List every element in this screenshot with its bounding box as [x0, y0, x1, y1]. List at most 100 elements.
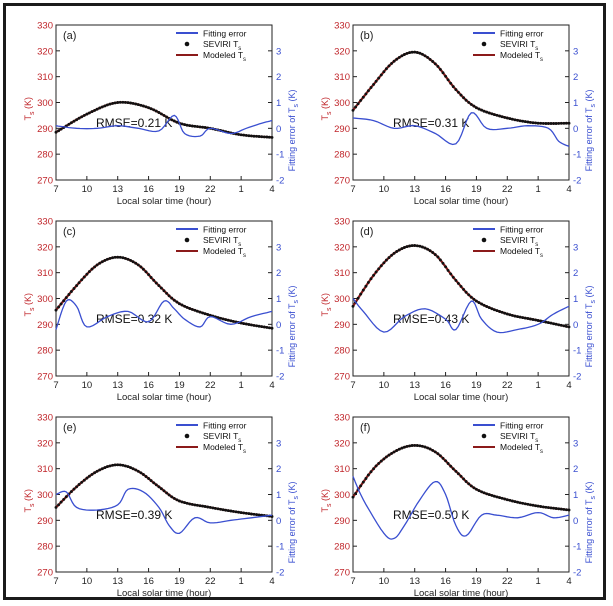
- seviri-ts-point: [539, 319, 543, 323]
- seviri-ts-point: [384, 258, 388, 262]
- y-right-tick-label: 2: [573, 72, 578, 83]
- seviri-ts-point: [62, 497, 66, 501]
- seviri-ts-point: [428, 249, 432, 253]
- seviri-ts-point: [111, 256, 115, 260]
- fitting-error-line: [352, 112, 570, 147]
- seviri-ts-point: [467, 482, 471, 486]
- seviri-ts-point: [105, 257, 109, 261]
- y-right-tick-label: 0: [276, 516, 281, 527]
- seviri-ts-point: [451, 275, 455, 279]
- seviri-ts-point: [95, 107, 99, 111]
- x-tick-label: 13: [112, 380, 123, 391]
- x-tick-label: 1: [238, 184, 243, 195]
- x-tick-label: 22: [502, 184, 513, 195]
- seviri-ts-point: [262, 135, 266, 139]
- seviri-ts-point: [123, 256, 127, 260]
- seviri-ts-point: [505, 498, 509, 502]
- seviri-ts-point: [510, 313, 514, 317]
- seviri-ts-point: [546, 321, 550, 325]
- x-axis-label: Local solar time (hour): [414, 392, 509, 403]
- seviri-ts-point: [226, 318, 230, 322]
- seviri-ts-point: [129, 101, 133, 105]
- seviri-ts-point: [188, 124, 192, 128]
- seviri-ts-point: [252, 134, 256, 138]
- x-tick-label: 16: [440, 380, 451, 391]
- seviri-ts-point: [490, 112, 494, 116]
- x-axis-label: Local solar time (hour): [117, 392, 212, 403]
- seviri-ts-point: [359, 98, 363, 102]
- y-left-tick-label: 280: [334, 542, 350, 553]
- y-right-tick-label: 0: [276, 320, 281, 331]
- legend-fitting-error-label: Fitting error: [500, 421, 544, 431]
- seviri-ts-point: [523, 316, 527, 320]
- y-left-tick-label: 280: [37, 150, 53, 161]
- seviri-ts-point: [234, 510, 238, 514]
- seviri-ts-point: [359, 484, 363, 488]
- x-tick-label: 1: [535, 380, 540, 391]
- seviri-ts-point: [552, 122, 556, 125]
- y-right-tick-label: 3: [276, 46, 281, 57]
- legend-seviri-swatch: [184, 237, 190, 243]
- seviri-ts-point: [456, 472, 460, 476]
- seviri-ts-point: [521, 119, 525, 123]
- seviri-ts-point: [136, 103, 140, 107]
- y-right-tick-label: 1: [276, 98, 281, 109]
- seviri-ts-point: [554, 322, 558, 326]
- seviri-ts-point: [549, 122, 553, 125]
- seviri-ts-point: [98, 468, 102, 472]
- y-right-tick-label: 3: [573, 242, 578, 253]
- seviri-ts-point: [356, 102, 360, 106]
- seviri-ts-point: [170, 118, 174, 122]
- seviri-ts-point: [441, 71, 445, 75]
- seviri-ts-point: [464, 290, 468, 294]
- seviri-ts-point: [390, 451, 394, 455]
- legend-seviri-label: SEVIRI Ts: [500, 431, 538, 444]
- seviri-ts-point: [395, 449, 399, 452]
- seviri-ts-point: [265, 325, 269, 329]
- seviri-ts-point: [420, 444, 424, 448]
- x-tick-label: 19: [471, 184, 482, 195]
- legend-seviri-swatch: [481, 433, 487, 439]
- seviri-ts-point: [219, 507, 223, 511]
- seviri-ts-point: [123, 464, 127, 468]
- seviri-ts-point: [121, 256, 125, 260]
- seviri-ts-point: [541, 505, 545, 509]
- seviri-ts-point: [247, 512, 251, 516]
- seviri-ts-point: [480, 108, 484, 112]
- seviri-ts-point: [203, 312, 207, 316]
- seviri-ts-point: [113, 463, 117, 467]
- seviri-ts-point: [136, 263, 140, 267]
- y-left-axis-label: Ts (K): [320, 293, 333, 317]
- y-right-tick-label: -1: [573, 542, 581, 553]
- seviri-ts-point: [154, 109, 158, 113]
- rmse-annotation: RMSE=0.50 K: [393, 508, 469, 522]
- seviri-ts-point: [534, 504, 538, 508]
- seviri-ts-point: [85, 476, 89, 480]
- x-tick-label: 7: [53, 184, 58, 195]
- seviri-ts-point: [351, 108, 355, 112]
- x-axis-label: Local solar time (hour): [414, 196, 509, 207]
- fitting-error-line: [352, 476, 570, 540]
- x-tick-label: 10: [379, 576, 390, 587]
- seviri-ts-point: [503, 497, 507, 501]
- seviri-ts-point: [185, 305, 189, 309]
- seviri-ts-point: [121, 100, 125, 104]
- seviri-ts-point: [510, 499, 514, 503]
- seviri-ts-point: [62, 299, 66, 303]
- y-left-tick-label: 330: [334, 413, 350, 424]
- seviri-ts-point: [249, 323, 253, 327]
- seviri-ts-point: [554, 122, 558, 125]
- seviri-ts-point: [528, 120, 532, 124]
- seviri-ts-point: [485, 305, 489, 308]
- seviri-ts-point: [410, 244, 414, 248]
- legend-seviri-swatch: [184, 41, 190, 47]
- seviri-ts-point: [244, 133, 248, 137]
- seviri-ts-point: [121, 463, 125, 467]
- y-left-tick-label: 330: [334, 21, 350, 32]
- chart-panel-2: 270 280 290 300 310 320 330 -2 -1 0 1 2 3 7 10 13 16 19 22…: [320, 21, 597, 208]
- y-left-tick-label: 270: [334, 372, 350, 383]
- seviri-ts-point: [180, 303, 184, 307]
- seviri-ts-point: [201, 125, 205, 129]
- seviri-ts-point: [75, 485, 79, 489]
- seviri-ts-point: [487, 111, 491, 115]
